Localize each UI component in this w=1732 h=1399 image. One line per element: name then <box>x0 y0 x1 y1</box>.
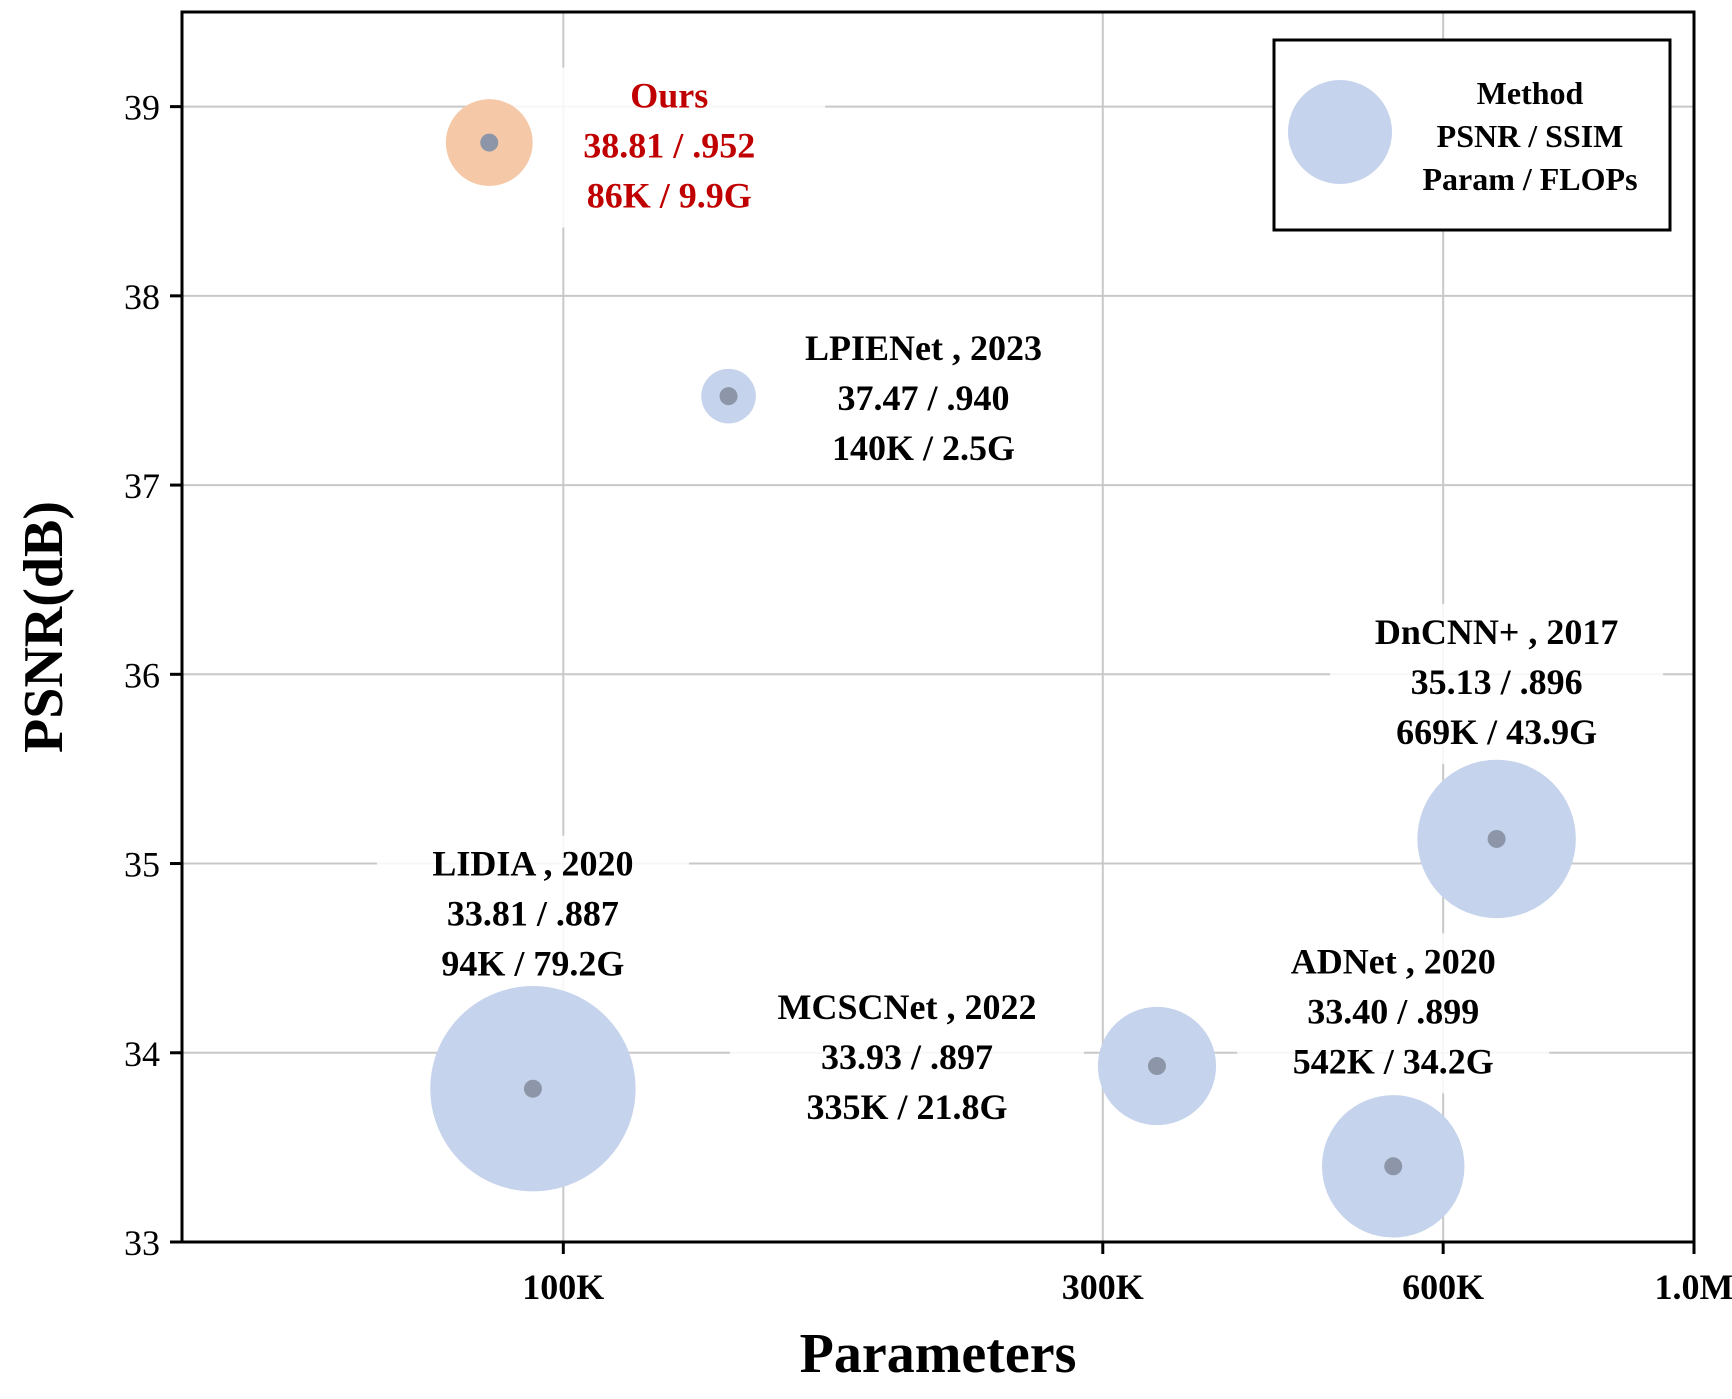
point-label-method: LIDIA , 2020 <box>432 844 633 884</box>
bubble-center-dot <box>1147 1057 1166 1076</box>
point-label-param-flops: 542K / 34.2G <box>1293 1041 1494 1081</box>
bubbles <box>430 99 1576 1238</box>
point-label-param-flops: 140K / 2.5G <box>832 428 1015 468</box>
legend: Method PSNR / SSIM Param / FLOPs <box>1272 38 1672 232</box>
y-axis-title: PSNR(dB) <box>13 501 75 753</box>
point-label-method: DnCNN+ , 2017 <box>1375 612 1619 652</box>
label-background <box>729 979 1084 1140</box>
axis-ticks: 33 34 35 36 37 38 39 100K 300K 600K 1.0M <box>124 88 1732 1307</box>
point-label-param-flops: 669K / 43.9G <box>1396 712 1597 752</box>
legend-text-line: PSNR / SSIM <box>1437 118 1624 154</box>
label-background <box>513 67 826 228</box>
y-tick-label: 34 <box>124 1034 160 1074</box>
label-background <box>1237 933 1550 1094</box>
point-label-psnr-ssim: 33.40 / .899 <box>1307 991 1479 1031</box>
label-background <box>376 835 689 996</box>
point-label-method: LPIENet , 2023 <box>805 328 1042 368</box>
bubble-center-dot <box>1384 1157 1403 1176</box>
plot-frame <box>180 10 1696 1244</box>
point-label-method: Ours <box>630 76 708 116</box>
point-labels: Ours 38.81 / .952 86K / 9.9G LPIENet , 2023… <box>376 67 1664 1140</box>
point-label-psnr-ssim: 38.81 / .952 <box>583 126 755 166</box>
label-background <box>1330 603 1664 764</box>
y-tick-label: 35 <box>124 845 160 885</box>
bubble-center-dot <box>480 133 499 152</box>
point-label-param-flops: 86K / 9.9G <box>587 176 752 216</box>
point-label-psnr-ssim: 37.47 / .940 <box>838 378 1010 418</box>
legend-text-line: Param / FLOPs <box>1422 161 1637 197</box>
y-tick-label: 33 <box>124 1223 160 1263</box>
point-label-method: MCSCNet , 2022 <box>777 987 1036 1027</box>
x-tick-label: 600K <box>1402 1267 1484 1307</box>
y-tick-label: 38 <box>124 277 160 317</box>
x-tick-label: 100K <box>522 1267 604 1307</box>
bubble-center-dot <box>1487 829 1506 848</box>
point-label-psnr-ssim: 33.81 / .887 <box>447 894 619 934</box>
y-tick-label: 37 <box>124 466 160 506</box>
bubble-center-dot <box>523 1079 542 1098</box>
x-tick-label: 300K <box>1062 1267 1144 1307</box>
legend-bubble <box>1288 80 1392 184</box>
y-tick-label: 36 <box>124 655 160 695</box>
point-label-method: ADNet , 2020 <box>1291 941 1496 981</box>
point-label-psnr-ssim: 33.93 / .897 <box>821 1037 993 1077</box>
legend-text-line: Method <box>1477 75 1584 111</box>
x-axis-title: Parameters <box>800 1323 1077 1385</box>
point-label-psnr-ssim: 35.13 / .896 <box>1411 662 1583 702</box>
y-tick-label: 39 <box>124 88 160 128</box>
point-label-param-flops: 94K / 79.2G <box>441 944 624 984</box>
bubble-center-dot <box>719 387 738 406</box>
x-tick-label: 1.0M <box>1655 1267 1732 1307</box>
label-background <box>746 320 1101 481</box>
point-label-param-flops: 335K / 21.8G <box>806 1087 1007 1127</box>
